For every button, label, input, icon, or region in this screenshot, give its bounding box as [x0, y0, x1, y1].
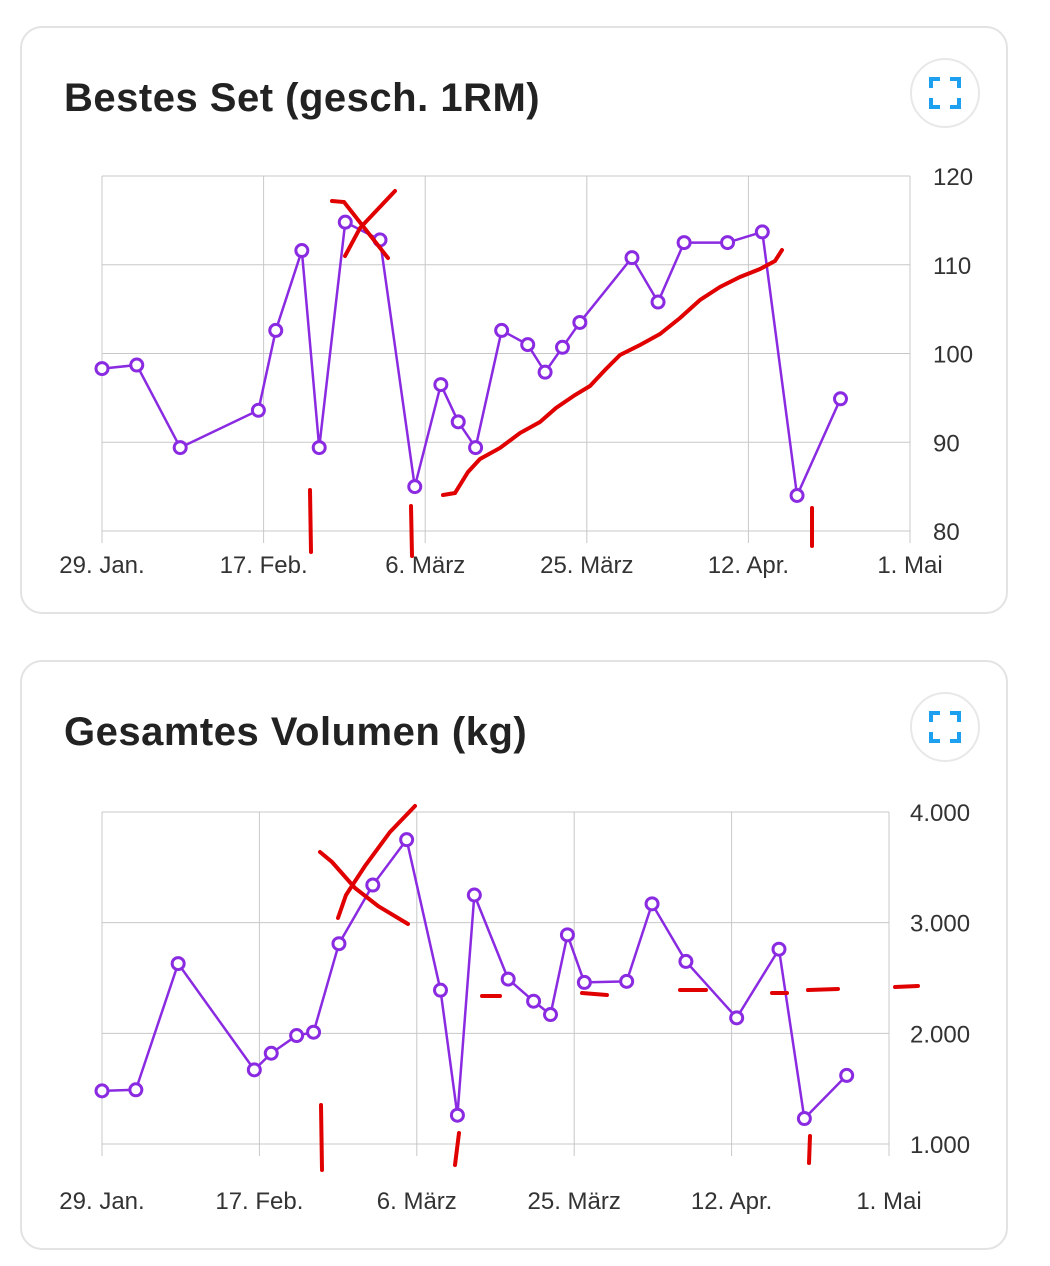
- data-point: [468, 440, 484, 456]
- annotation-vertical-mark: [308, 488, 313, 554]
- data-point: [449, 1107, 465, 1123]
- data-point: [624, 250, 640, 266]
- data-point: [170, 956, 186, 972]
- annotation-vertical-mark: [453, 1131, 461, 1167]
- data-point: [650, 294, 666, 310]
- data-point: [554, 339, 570, 355]
- y-tick-label: 3.000: [910, 911, 970, 938]
- data-point: [433, 377, 449, 393]
- annotation-cross: [343, 189, 397, 258]
- data-point: [729, 1010, 745, 1026]
- data-point: [520, 337, 536, 353]
- data-point: [94, 1083, 110, 1099]
- x-tick-label: 12. Apr.: [708, 552, 789, 579]
- data-point: [432, 982, 448, 998]
- data-point: [294, 243, 310, 259]
- annotation-cross: [336, 804, 417, 920]
- x-tick-label: 12. Apr.: [691, 1188, 772, 1215]
- data-point: [246, 1062, 262, 1078]
- data-point: [94, 361, 110, 377]
- y-tick-label: 4.000: [910, 800, 970, 827]
- data-point: [263, 1045, 279, 1061]
- data-point: [407, 479, 423, 495]
- x-tick-label: 1. Mai: [877, 552, 942, 579]
- data-point: [289, 1028, 305, 1044]
- annotation-dash: [580, 991, 609, 997]
- data-point: [129, 357, 145, 373]
- y-tick-label: 120: [933, 164, 973, 191]
- data-point: [399, 832, 415, 848]
- chart-card-total-volume: Gesamtes Volumen (kg): [20, 660, 1008, 1250]
- y-tick-label: 90: [933, 430, 960, 457]
- data-point: [676, 235, 692, 251]
- fullscreen-icon: [929, 711, 961, 743]
- data-point: [250, 402, 266, 418]
- x-tick-label: 25. März: [540, 552, 633, 579]
- fullscreen-icon: [929, 77, 961, 109]
- x-tick-label: 29. Jan.: [59, 552, 144, 579]
- annotation-trend-line: [441, 248, 784, 497]
- data-point: [365, 877, 381, 893]
- data-point: [559, 927, 575, 943]
- x-tick-label: 6. März: [385, 552, 465, 579]
- data-point: [839, 1067, 855, 1083]
- fullscreen-button[interactable]: [910, 58, 980, 128]
- annotation-vertical-mark: [319, 1103, 324, 1172]
- y-tick-label: 80: [933, 519, 960, 546]
- chart-title: Gesamtes Volumen (kg): [64, 710, 528, 754]
- annotation-cross: [330, 199, 390, 260]
- y-tick-label: 110: [933, 253, 971, 280]
- annotation-dash: [893, 984, 920, 989]
- data-point: [771, 941, 787, 957]
- y-tick-label: 1.000: [910, 1132, 970, 1159]
- data-point: [754, 224, 770, 240]
- data-point: [331, 936, 347, 952]
- x-tick-label: 29. Jan.: [59, 1188, 144, 1215]
- y-tick-label: 2.000: [910, 1021, 970, 1048]
- chart-title: Bestes Set (gesch. 1RM): [64, 76, 541, 120]
- data-point: [450, 414, 466, 430]
- y-tick-label: 100: [933, 342, 973, 369]
- data-point: [172, 440, 188, 456]
- data-point: [337, 214, 353, 230]
- data-point: [500, 971, 516, 987]
- data-point: [526, 993, 542, 1009]
- data-point: [306, 1024, 322, 1040]
- data-point: [796, 1111, 812, 1127]
- data-point: [543, 1007, 559, 1023]
- x-tick-label: 1. Mai: [856, 1188, 921, 1215]
- annotation-vertical-mark: [409, 504, 414, 558]
- chart-card-best-set: Bestes Set (gesch. 1RM): [20, 26, 1008, 614]
- data-point: [789, 488, 805, 503]
- data-point: [537, 364, 553, 380]
- annotation-cross: [318, 850, 410, 926]
- fullscreen-button[interactable]: [910, 692, 980, 762]
- data-point: [494, 322, 510, 338]
- data-point: [466, 887, 482, 903]
- data-point: [720, 235, 736, 251]
- x-tick-label: 6. März: [377, 1188, 457, 1215]
- x-tick-label: 17. Feb.: [215, 1188, 303, 1215]
- data-point: [619, 973, 635, 989]
- data-point: [644, 896, 660, 912]
- annotation-vertical-mark: [807, 1134, 812, 1165]
- data-point: [128, 1082, 144, 1098]
- x-tick-label: 25. März: [528, 1188, 621, 1215]
- annotation-dash: [806, 987, 840, 992]
- data-point: [268, 322, 284, 338]
- x-tick-label: 17. Feb.: [220, 552, 308, 579]
- data-point: [832, 391, 848, 407]
- data-point: [311, 440, 327, 456]
- data-point: [576, 974, 592, 990]
- data-point: [678, 953, 694, 969]
- data-point: [572, 314, 588, 330]
